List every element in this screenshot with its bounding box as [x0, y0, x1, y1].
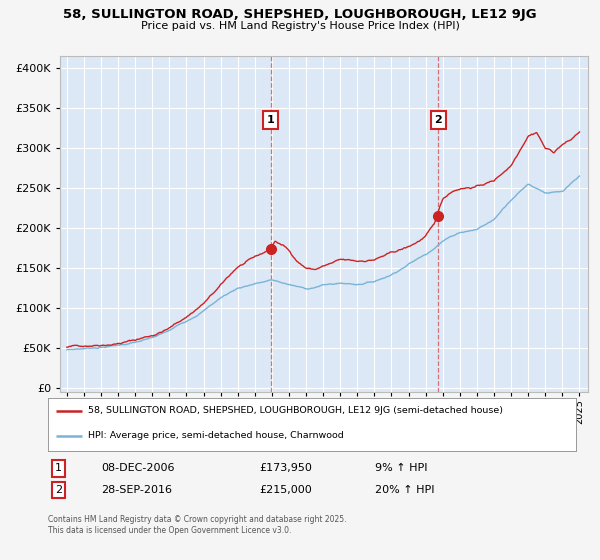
Text: 08-DEC-2006: 08-DEC-2006: [101, 463, 175, 473]
Text: 9% ↑ HPI: 9% ↑ HPI: [376, 463, 428, 473]
Text: 2: 2: [55, 485, 62, 495]
Text: £173,950: £173,950: [259, 463, 312, 473]
Text: 58, SULLINGTON ROAD, SHEPSHED, LOUGHBOROUGH, LE12 9JG (semi-detached house): 58, SULLINGTON ROAD, SHEPSHED, LOUGHBORO…: [88, 407, 503, 416]
Text: HPI: Average price, semi-detached house, Charnwood: HPI: Average price, semi-detached house,…: [88, 431, 343, 440]
Text: Contains HM Land Registry data © Crown copyright and database right 2025.
This d: Contains HM Land Registry data © Crown c…: [48, 515, 347, 535]
Text: 2: 2: [434, 115, 442, 125]
Text: Price paid vs. HM Land Registry's House Price Index (HPI): Price paid vs. HM Land Registry's House …: [140, 21, 460, 31]
Text: 1: 1: [55, 463, 62, 473]
Text: 28-SEP-2016: 28-SEP-2016: [101, 485, 172, 495]
Text: 20% ↑ HPI: 20% ↑ HPI: [376, 485, 435, 495]
Text: 1: 1: [266, 115, 274, 125]
Text: 58, SULLINGTON ROAD, SHEPSHED, LOUGHBOROUGH, LE12 9JG: 58, SULLINGTON ROAD, SHEPSHED, LOUGHBORO…: [63, 8, 537, 21]
Text: £215,000: £215,000: [259, 485, 312, 495]
